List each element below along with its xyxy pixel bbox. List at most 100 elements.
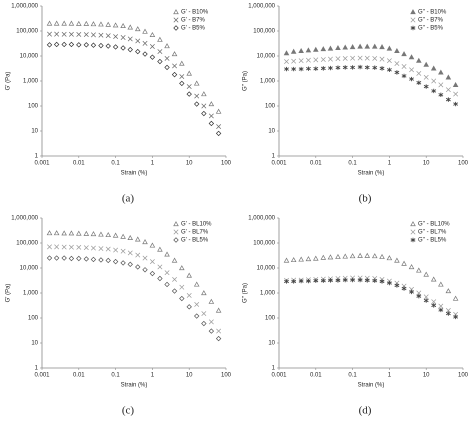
y-tick-label: 1 — [272, 366, 276, 372]
data-point — [350, 277, 356, 283]
data-point — [327, 254, 334, 260]
data-point — [68, 230, 75, 236]
data-point — [149, 54, 156, 60]
data-point — [61, 41, 67, 48]
data-point — [409, 67, 415, 73]
data-point — [350, 55, 356, 61]
data-point — [320, 46, 327, 52]
data-point — [149, 44, 155, 49]
data-point — [416, 57, 422, 63]
x-tick-label: 0.1 — [111, 161, 120, 167]
data-point — [298, 47, 304, 54]
data-point — [149, 270, 156, 277]
y-axis-label: G'' (Pa) — [243, 71, 249, 91]
y-tick-label: 100 — [28, 316, 39, 322]
data-point — [208, 120, 215, 127]
data-point — [142, 255, 148, 261]
data-point — [90, 32, 96, 38]
data-point — [157, 275, 163, 282]
y-tick-label: 10,000 — [257, 54, 276, 60]
x-tick-label: 0.01 — [310, 373, 322, 379]
y-tick-label: 10,000 — [20, 266, 39, 272]
data-point — [320, 57, 326, 63]
data-point — [409, 76, 414, 82]
data-point — [98, 231, 104, 237]
data-point — [53, 20, 60, 26]
data-point — [394, 283, 400, 288]
data-point — [149, 242, 156, 248]
data-point — [157, 264, 163, 270]
data-point — [431, 88, 437, 94]
data-point — [179, 74, 185, 80]
data-point — [179, 60, 185, 66]
legend-marker — [410, 9, 416, 15]
data-point — [291, 58, 297, 64]
data-point — [171, 51, 178, 57]
x-tick-label: 0.001 — [34, 373, 50, 379]
data-point — [164, 270, 170, 276]
series — [283, 252, 459, 301]
data-point — [157, 49, 163, 55]
data-point — [208, 328, 215, 334]
data-point — [76, 230, 82, 236]
legend-marker — [410, 25, 416, 31]
data-point — [201, 320, 207, 327]
y-tick-label: 100,000 — [253, 29, 275, 35]
data-point — [83, 230, 90, 236]
caption: (c) — [122, 405, 135, 417]
data-point — [379, 253, 385, 259]
data-point — [364, 43, 371, 49]
data-point — [120, 260, 126, 266]
data-point — [445, 311, 451, 316]
data-point — [120, 45, 126, 51]
y-tick-label: 10,000 — [257, 266, 276, 272]
x-tick-label: 1 — [388, 373, 392, 379]
legend-marker — [410, 221, 416, 227]
data-point — [291, 66, 297, 72]
data-point — [201, 290, 207, 296]
data-point — [90, 245, 96, 251]
data-point — [445, 74, 452, 80]
data-point — [113, 247, 119, 253]
data-point — [357, 277, 363, 283]
data-point — [445, 308, 451, 313]
data-point — [357, 252, 363, 258]
data-point — [216, 124, 222, 130]
data-point — [179, 265, 185, 271]
data-point — [364, 278, 370, 283]
legend-label: G' - B5% — [181, 26, 205, 32]
y-tick-label: 1,000,000 — [248, 4, 275, 10]
data-point — [284, 59, 289, 64]
data-point — [342, 65, 348, 70]
data-point — [83, 20, 90, 26]
y-tick-label: 10,000 — [20, 54, 39, 60]
data-point — [313, 66, 319, 71]
data-point — [76, 42, 82, 48]
x-tick-label: 100 — [458, 161, 469, 167]
data-point — [194, 313, 200, 319]
data-point — [105, 232, 112, 238]
data-point — [208, 298, 215, 304]
y-tick-label: 1 — [35, 366, 39, 372]
data-point — [305, 47, 312, 53]
data-point — [186, 304, 192, 310]
legend-marker — [173, 229, 179, 235]
series — [47, 244, 222, 334]
data-point — [215, 108, 222, 114]
data-point — [98, 246, 104, 251]
data-point — [372, 65, 378, 70]
data-point — [445, 87, 451, 93]
x-tick-label: 0.01 — [310, 161, 322, 167]
data-point — [164, 43, 170, 49]
legend-label: G' - B10% — [181, 10, 209, 16]
data-point — [313, 46, 319, 52]
data-point — [157, 246, 163, 252]
data-point — [431, 78, 437, 84]
x-tick-label: 100 — [458, 373, 469, 379]
data-point — [164, 251, 170, 257]
data-point — [68, 41, 75, 48]
data-point — [350, 65, 356, 70]
data-point — [342, 253, 349, 259]
data-point — [135, 38, 141, 44]
series — [46, 255, 222, 342]
